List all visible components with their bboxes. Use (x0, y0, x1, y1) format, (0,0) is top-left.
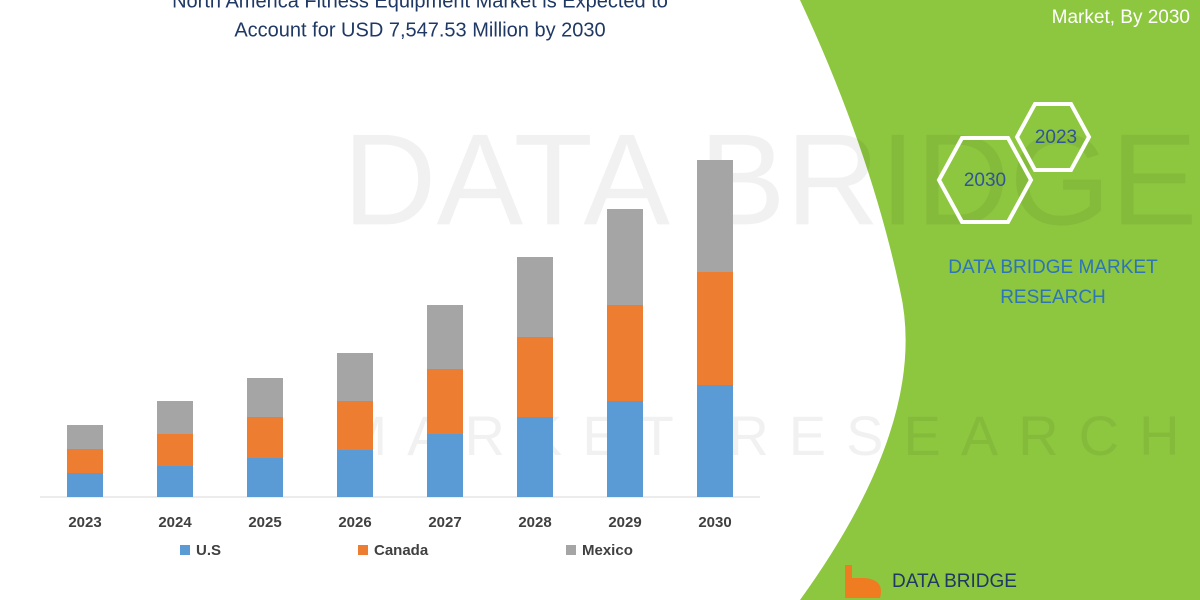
chart-title: North America Fitness Equipment Market i… (172, 0, 668, 12)
x-tick-label: 2027 (428, 514, 461, 531)
brand-text: DATA BRIDGE MARKET (948, 257, 1158, 278)
x-tick-label: 2025 (248, 514, 281, 531)
bar-segment (607, 401, 643, 497)
bar-segment (517, 337, 553, 417)
bar-segment (337, 353, 373, 401)
legend-label: U.S (196, 542, 221, 559)
panel-heading: Market, By 2030 (1052, 7, 1190, 28)
bar-segment (157, 401, 193, 434)
chart-title: Account for USD 7,547.53 Million by 2030 (234, 19, 605, 41)
bar-segment (337, 450, 373, 497)
bar-segment (427, 434, 463, 497)
bar-segment (67, 473, 103, 497)
bar-segment (697, 385, 733, 497)
x-tick-label: 2023 (68, 514, 101, 531)
x-tick-label: 2026 (338, 514, 371, 531)
bar-segment (337, 401, 373, 450)
bar-segment (607, 209, 643, 305)
x-tick-label: 2029 (608, 514, 641, 531)
bar-segment (427, 369, 463, 434)
green-panel (800, 0, 1200, 600)
watermark: DATA BRIDGE (343, 106, 1198, 252)
bar-segment (247, 378, 283, 417)
x-tick-label: 2024 (158, 514, 192, 531)
legend-swatch (358, 545, 368, 555)
logo-text: DATA BRIDGE (892, 571, 1017, 592)
bar-segment (67, 449, 103, 473)
hexagon-label: 2023 (1035, 127, 1077, 148)
bar-segment (697, 160, 733, 272)
bar-segment (697, 272, 733, 385)
bar-segment (157, 434, 193, 466)
bar-segment (517, 417, 553, 497)
hexagon (1014, 102, 1092, 172)
watermark: MARKET RESEARCH (340, 404, 1199, 467)
hexagon (936, 136, 1034, 224)
bar-segment (607, 305, 643, 401)
bar-segment (247, 458, 283, 497)
bar-segment (427, 305, 463, 369)
hexagon-label: 2030 (964, 170, 1006, 191)
bar-segment (157, 466, 193, 497)
logo-icon (845, 565, 881, 598)
legend-label: Mexico (582, 542, 633, 559)
bar-segment (67, 425, 103, 449)
x-tick-label: 2030 (698, 514, 731, 531)
bar-segment (247, 417, 283, 458)
bar-segment (517, 257, 553, 337)
x-tick-label: 2028 (518, 514, 551, 531)
legend-label: Canada (374, 542, 429, 559)
legend-swatch (180, 545, 190, 555)
brand-text: RESEARCH (1000, 287, 1106, 308)
legend-swatch (566, 545, 576, 555)
